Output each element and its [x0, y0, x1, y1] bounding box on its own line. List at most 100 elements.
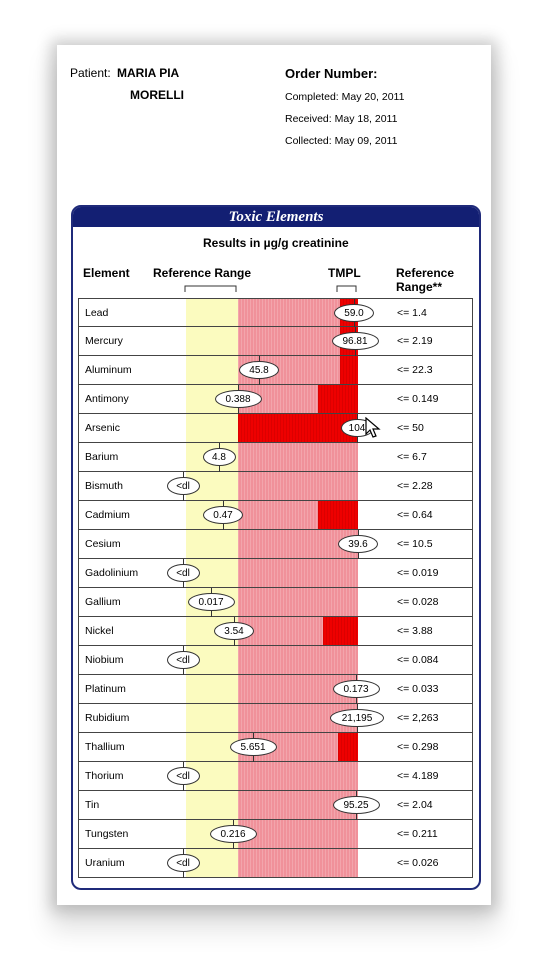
reference-value: <= 10.5	[397, 538, 433, 550]
elevated-band	[238, 820, 358, 848]
toxic-elements-panel: Toxic Elements	[71, 205, 481, 890]
table-row: Tin <= 2.04 95.25	[78, 791, 473, 820]
table-row: Tungsten <= 0.211 0.216	[78, 820, 473, 849]
element-name: Barium	[85, 451, 119, 463]
elevated-band	[238, 849, 358, 877]
marker-tick	[183, 872, 184, 878]
element-name: Bismuth	[85, 480, 123, 492]
marker-tick	[183, 495, 184, 501]
reference-value: <= 2.19	[397, 335, 433, 347]
table-row: Antimony <= 0.149 0.388	[78, 385, 473, 414]
marker-tick	[354, 322, 355, 328]
reference-band	[186, 356, 238, 384]
element-name: Cesium	[85, 538, 121, 550]
element-name: Platinum	[85, 683, 126, 695]
marker-tick	[355, 350, 356, 356]
marker-tick	[183, 785, 184, 791]
reference-value: <= 0.084	[397, 654, 439, 666]
range-brackets	[184, 285, 357, 292]
marker-tick	[211, 588, 212, 594]
patient-last-name: MORELLI	[130, 88, 184, 102]
marker-tick	[354, 299, 355, 305]
marker-tick	[183, 669, 184, 675]
marker-tick	[358, 530, 359, 536]
high-band	[338, 733, 358, 761]
table-row: Gadolinium <= 0.019 <dl	[78, 559, 473, 588]
reference-value: <= 2,263	[397, 712, 439, 724]
mouse-cursor-icon	[365, 417, 381, 438]
marker-tick	[259, 379, 260, 385]
marker-tick	[183, 849, 184, 855]
element-name: Thallium	[85, 741, 125, 753]
result-marker: 59.0	[334, 304, 374, 322]
result-marker: 0.216	[209, 825, 257, 843]
reference-value: <= 0.298	[397, 741, 439, 753]
reference-value: <= 50	[397, 422, 424, 434]
marker-tick	[357, 437, 358, 443]
marker-tick	[238, 385, 239, 391]
result-marker: <dl	[166, 564, 200, 582]
marker-tick	[183, 559, 184, 565]
reference-band	[186, 791, 238, 819]
elevated-band	[238, 588, 358, 616]
marker-tick	[233, 843, 234, 849]
result-marker: 0.017	[187, 593, 235, 611]
reference-band	[186, 299, 238, 326]
high-band	[238, 414, 358, 442]
elevated-band	[238, 762, 358, 790]
marker-tick	[183, 762, 184, 768]
result-marker: 95.25	[332, 796, 380, 814]
panel-subtitle: Results in µg/g creatinine	[203, 236, 349, 250]
table-row: Cesium <= 10.5 39.6	[78, 530, 473, 559]
high-band	[340, 356, 358, 384]
element-name: Tin	[85, 799, 100, 811]
panel-title: Toxic Elements	[73, 207, 479, 227]
reference-value: <= 1.4	[397, 307, 427, 319]
marker-tick	[219, 443, 220, 449]
elevated-band	[238, 472, 358, 500]
marker-tick	[356, 698, 357, 704]
result-marker: 5.651	[229, 738, 277, 756]
marker-tick	[219, 466, 220, 472]
marker-tick	[356, 814, 357, 820]
table-row: Lead <= 1.4 59.0	[78, 298, 473, 328]
marker-tick	[183, 646, 184, 652]
marker-tick	[233, 820, 234, 826]
completed-date: Completed: May 20, 2011	[285, 91, 405, 103]
reference-value: <= 0.149	[397, 393, 439, 405]
table-row: Arsenic <= 50 104	[78, 414, 473, 443]
marker-tick	[259, 356, 260, 362]
reference-band	[186, 733, 238, 761]
high-band	[318, 501, 358, 529]
reference-band	[186, 414, 238, 442]
reference-value: <= 3.88	[397, 625, 433, 637]
elevated-band	[238, 559, 358, 587]
marker-tick	[234, 640, 235, 646]
elevated-band	[238, 646, 358, 674]
reference-band	[186, 327, 238, 355]
table-row: Cadmium <= 0.64 0.47	[78, 501, 473, 530]
marker-tick	[356, 675, 357, 681]
reference-band	[186, 675, 238, 703]
marker-tick	[238, 408, 239, 414]
high-band	[318, 385, 358, 413]
marker-tick	[223, 524, 224, 530]
marker-tick	[253, 733, 254, 739]
marker-tick	[183, 472, 184, 478]
element-name: Antimony	[85, 393, 129, 405]
element-name: Tungsten	[85, 828, 129, 840]
high-band	[323, 617, 358, 645]
table-row: Thallium <= 0.298 5.651	[78, 733, 473, 762]
result-marker: 3.54	[214, 622, 254, 640]
marker-tick	[211, 611, 212, 617]
marker-tick	[357, 727, 358, 733]
element-name: Aluminum	[85, 364, 132, 376]
marker-tick	[358, 553, 359, 559]
marker-tick	[355, 327, 356, 333]
column-header-reference: Reference	[396, 266, 455, 280]
table-row: Nickel <= 3.88 3.54	[78, 617, 473, 646]
element-name: Mercury	[85, 335, 123, 347]
reference-value: <= 2.28	[397, 480, 433, 492]
result-marker: <dl	[166, 651, 200, 669]
marker-tick	[183, 582, 184, 588]
